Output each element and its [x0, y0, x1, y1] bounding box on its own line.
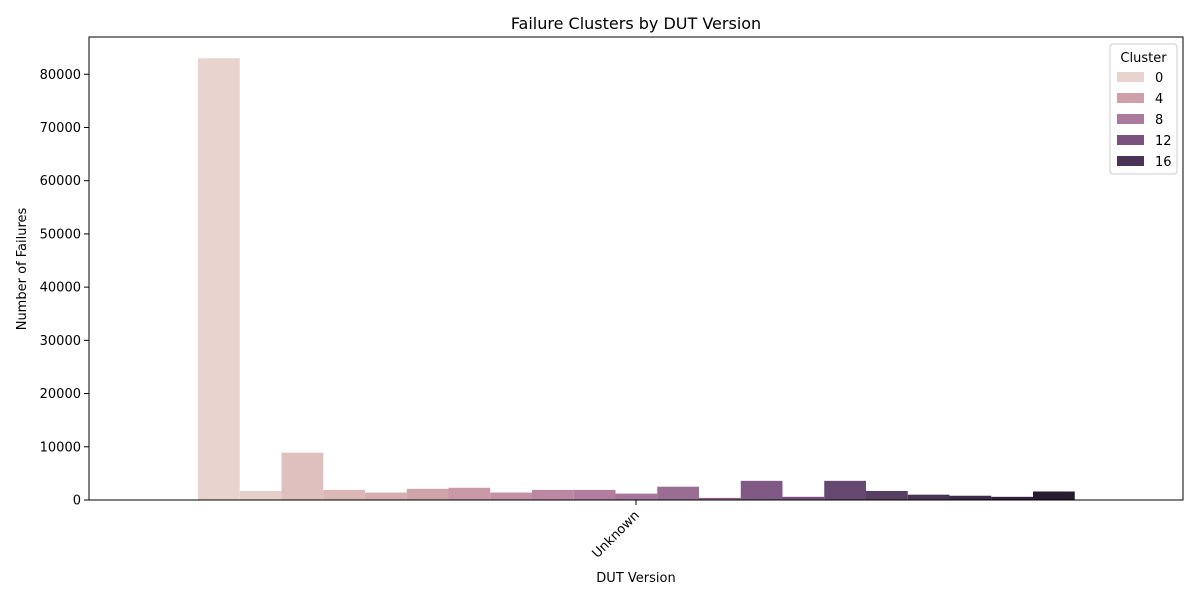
- bar-cluster-16: [866, 490, 908, 500]
- legend-swatch-12: [1117, 135, 1144, 145]
- legend-swatch-8: [1117, 114, 1144, 124]
- bar-cluster-8: [532, 489, 574, 500]
- chart-title: Failure Clusters by DUT Version: [511, 14, 761, 33]
- legend-swatch-4: [1117, 93, 1144, 103]
- y-tick-label: 40000: [40, 281, 81, 296]
- bar-cluster-4: [365, 492, 407, 500]
- bar-cluster-13: [740, 480, 783, 500]
- bar-cluster-18: [949, 495, 992, 500]
- bar-cluster-10: [615, 493, 658, 500]
- y-tick-label: 20000: [40, 387, 81, 402]
- y-tick-label: 70000: [40, 121, 81, 136]
- plot-frame: [88, 36, 1184, 501]
- bar-cluster-12: [699, 497, 741, 500]
- bar-cluster-9: [573, 489, 616, 500]
- bar-cluster-5: [406, 488, 449, 500]
- y-axis-ticks: 0 10000 20000 30000 40000 50000 60000 70000 8000…: [40, 68, 89, 509]
- legend-title: Cluster: [1120, 51, 1167, 66]
- bar-cluster-3: [323, 489, 365, 500]
- bar-cluster-15: [824, 480, 866, 500]
- legend-label-8: 8: [1155, 113, 1163, 128]
- bar-cluster-7: [490, 492, 532, 500]
- legend-label-4: 4: [1155, 92, 1163, 107]
- legend-swatch-16: [1117, 156, 1144, 166]
- legend-label-16: 16: [1155, 155, 1172, 170]
- legend: Cluster 0 4 8 12 16: [1109, 43, 1178, 175]
- legend-label-0: 0: [1155, 71, 1163, 86]
- bar-cluster-1: [239, 490, 282, 500]
- y-tick-label: 80000: [40, 68, 81, 83]
- bar-cluster-17: [907, 494, 950, 500]
- bar-cluster-11: [657, 486, 699, 500]
- y-tick-label: 0: [73, 494, 81, 509]
- y-tick-label: 50000: [40, 227, 81, 242]
- y-axis-label: Number of Failures: [15, 207, 30, 330]
- legend-label-12: 12: [1155, 134, 1172, 149]
- bars-group: [198, 58, 1075, 500]
- y-tick-label: 30000: [40, 334, 81, 349]
- x-axis-label: DUT Version: [596, 571, 675, 586]
- legend-swatch-0: [1117, 72, 1144, 82]
- bar-cluster-6: [448, 487, 491, 500]
- y-tick-label: 10000: [40, 440, 81, 455]
- y-tick-label: 60000: [40, 174, 81, 189]
- bar-cluster-14: [782, 496, 825, 500]
- bar-cluster-0: [198, 58, 240, 500]
- bar-cluster-19: [991, 496, 1033, 500]
- bar-cluster-20: [1033, 491, 1075, 500]
- bar-cluster-2: [281, 452, 324, 500]
